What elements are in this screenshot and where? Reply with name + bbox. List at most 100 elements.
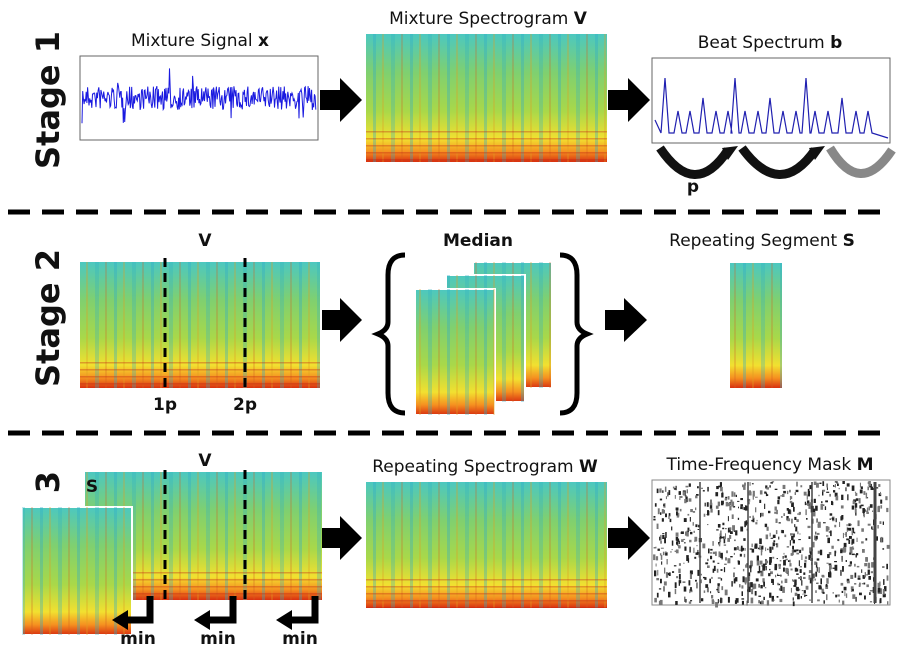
mask-dot (740, 506, 743, 510)
panel-title: V (198, 231, 212, 251)
mask-dot (710, 508, 713, 513)
mask-dot (715, 492, 719, 497)
mask-dot (841, 590, 844, 593)
mask-dot (696, 582, 698, 589)
mask-dot (822, 490, 824, 496)
mask-dot (825, 585, 829, 589)
symbol: x (258, 31, 269, 51)
mask-dot (792, 601, 795, 607)
mask-dot (676, 511, 678, 516)
mask-dot (869, 592, 871, 595)
mask-dot (776, 596, 779, 598)
mask-dot (783, 490, 786, 494)
mask-dot (859, 582, 861, 586)
mask-dot (730, 499, 733, 503)
mask-dot (759, 538, 762, 545)
mask-dot (765, 492, 768, 497)
mask-dot (792, 580, 795, 582)
mask-dot (815, 531, 817, 535)
mask-dot (716, 486, 719, 490)
mask-dot (702, 543, 706, 549)
mask-dot (841, 494, 844, 500)
mask-dot (727, 558, 731, 564)
spectrogram (730, 263, 782, 388)
panel-title: Repeating Segment S (669, 231, 855, 251)
mask-dot (823, 522, 826, 524)
mask-dot (763, 596, 765, 600)
mask-dot (668, 515, 670, 519)
mask-dot (685, 599, 687, 603)
mask-dot (850, 586, 854, 589)
mask-dot (854, 531, 856, 534)
mask-dot (832, 567, 835, 569)
mask-dot (721, 500, 724, 505)
mask-dot (698, 524, 700, 528)
mask-dot (875, 536, 878, 541)
mask-dot (659, 488, 662, 493)
mask-dot (851, 485, 855, 491)
mask-dot (705, 562, 709, 565)
mask-dot (764, 523, 768, 528)
mask-dot (655, 563, 657, 567)
mask-dot (697, 569, 700, 576)
mask-dot (752, 515, 754, 519)
mask-dot (696, 494, 699, 496)
mask-dot (856, 537, 858, 542)
mask-dot (664, 567, 666, 574)
mask-dot (793, 549, 797, 553)
mask-dot (657, 548, 660, 551)
mask-dot (850, 589, 853, 592)
mask-dot (706, 502, 709, 507)
mask-dot (824, 506, 827, 510)
mask-dot (710, 499, 712, 506)
mask-dot (864, 595, 866, 600)
mask-dot (754, 583, 757, 589)
mask-dot (686, 489, 688, 494)
mask-dot (854, 572, 857, 578)
mask-dot (777, 583, 781, 586)
mask-dot (665, 552, 668, 556)
mask-dot (829, 564, 832, 570)
mask-dot (711, 576, 713, 579)
mask-dot (879, 588, 883, 594)
mask-dot (760, 512, 762, 518)
mask-dot (848, 565, 852, 567)
mask-dot (662, 490, 664, 493)
title: Beat Spectrum (698, 33, 825, 53)
mask-dot (744, 580, 747, 584)
mask-dot (796, 573, 799, 575)
mask-dot (883, 593, 886, 597)
mask-dot (658, 588, 662, 590)
mask (651, 479, 891, 606)
mask-dot (720, 530, 722, 536)
mask-dot (819, 549, 823, 556)
mask-dot (790, 533, 793, 536)
mask-dot (834, 492, 838, 497)
mask-dot (711, 600, 715, 604)
mask-dot (861, 583, 864, 585)
min-arrows (126, 596, 319, 624)
mask-dot (679, 508, 682, 512)
mask-dot (722, 536, 726, 540)
mask-dot (787, 571, 789, 576)
symbol: V (574, 9, 588, 29)
mask-dot (834, 481, 838, 483)
mask-dot (744, 577, 748, 582)
mask-dot (744, 548, 746, 551)
mask-dot (724, 563, 727, 565)
arrow-head (722, 146, 738, 160)
mask-dot (777, 573, 779, 576)
mask-dot (858, 584, 861, 587)
mask-dot (678, 573, 681, 580)
mask-dot (710, 548, 713, 551)
mask-dot (683, 586, 687, 592)
marker-label: 2p (233, 395, 257, 415)
mask-dot (682, 491, 686, 496)
mask-dot (718, 543, 721, 547)
mask-dot (773, 540, 776, 543)
mask-dot (688, 498, 692, 502)
mask-dot (733, 529, 735, 532)
mask-dot (815, 571, 818, 577)
mask-dot (710, 552, 712, 554)
